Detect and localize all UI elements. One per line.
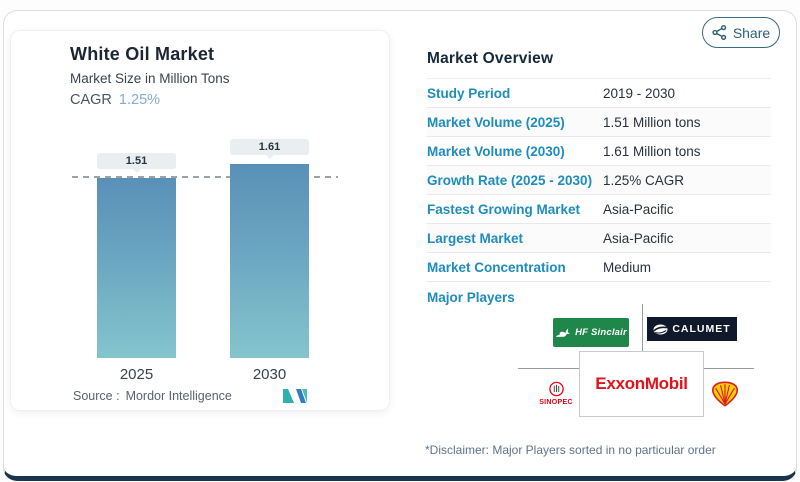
x-axis-label-2025: 2025	[119, 366, 154, 383]
source-value: Mordor Intelligence	[125, 389, 232, 403]
chart-subtitle: Market Size in Million Tons	[70, 71, 230, 86]
sinclair-dinosaur-icon	[555, 327, 570, 337]
chart-title: White Oil Market	[70, 44, 215, 64]
source-label: Source :	[73, 389, 120, 403]
calumet-logo: CALUMET	[647, 317, 737, 341]
row-label: Fastest Growing Market	[427, 201, 581, 217]
row-value: Asia-Pacific	[603, 230, 674, 246]
diagram-connector-right	[704, 368, 754, 369]
hf-sinclair-logo: HF Sinclair	[553, 318, 629, 347]
shell-pecten-icon	[711, 381, 739, 407]
row-label: Market Volume (2030)	[427, 143, 565, 159]
cagr-label: CAGR	[70, 92, 112, 108]
row-label: Market Volume (2025)	[427, 114, 565, 130]
major-players-label: Major Players	[427, 290, 515, 305]
source-row: Source : Mordor Intelligence	[73, 389, 232, 403]
mordor-intelligence-logo-icon	[283, 389, 307, 403]
hf-sinclair-wordmark: HF Sinclair	[575, 327, 627, 338]
table-row: Growth Rate (2025 - 2030) 1.25% CAGR	[427, 166, 771, 195]
cagr-value: 1.25%	[118, 92, 161, 108]
share-button[interactable]: Share	[702, 17, 780, 48]
cagr-row: CAGR 1.25%	[70, 92, 160, 108]
table-row: Study Period 2019 - 2030	[427, 79, 771, 108]
sinopec-emblem-icon	[548, 381, 564, 397]
row-value: Medium	[603, 259, 652, 275]
row-value: 1.25% CAGR	[603, 172, 685, 188]
table-row: Market Volume (2030) 1.61 Million tons	[427, 137, 771, 166]
row-value: Asia-Pacific	[603, 201, 674, 217]
market-overview-heading: Market Overview	[427, 50, 554, 67]
sinopec-wordmark: SINOPEC	[539, 399, 573, 406]
x-axis-label-2030: 2030	[252, 366, 287, 383]
shell-logo	[711, 381, 739, 407]
row-label: Largest Market	[427, 230, 524, 246]
row-value: 1.61 Million tons	[603, 143, 701, 159]
row-value: 1.51 Million tons	[603, 114, 701, 130]
chart-card	[10, 30, 390, 411]
table-row: Market Concentration Medium	[427, 253, 771, 282]
market-overview-table: Study Period 2019 - 2030 Market Volume (…	[427, 78, 771, 282]
diagram-connector-left	[518, 368, 579, 369]
share-icon	[712, 25, 727, 40]
row-label: Study Period	[427, 85, 511, 101]
calumet-wordmark: CALUMET	[672, 323, 731, 335]
row-label: Growth Rate (2025 - 2030)	[427, 172, 593, 188]
exxonmobil-logo: ExxonMobil	[579, 351, 704, 417]
table-row: Market Volume (2025) 1.51 Million tons	[427, 108, 771, 137]
row-label: Market Concentration	[427, 259, 566, 275]
table-row: Fastest Growing Market Asia-Pacific	[427, 195, 771, 224]
bar-value-label-2025: 1.51	[97, 153, 176, 173]
share-button-label: Share	[732, 24, 771, 41]
row-value: 2019 - 2030	[603, 85, 676, 101]
table-row: Largest Market Asia-Pacific	[427, 224, 771, 253]
sinopec-logo: SINOPEC	[534, 375, 578, 412]
exxonmobil-wordmark: ExxonMobil	[595, 374, 688, 393]
reference-dashed-line	[72, 176, 338, 178]
calumet-lens-icon	[653, 324, 668, 334]
bar-2025[interactable]	[97, 178, 176, 358]
diagram-connector-vertical	[642, 304, 643, 351]
bar-value-label-2030: 1.61	[230, 139, 309, 159]
disclaimer-text: *Disclaimer: Major Players sorted in no …	[425, 443, 716, 457]
bar-2030[interactable]	[230, 164, 309, 358]
